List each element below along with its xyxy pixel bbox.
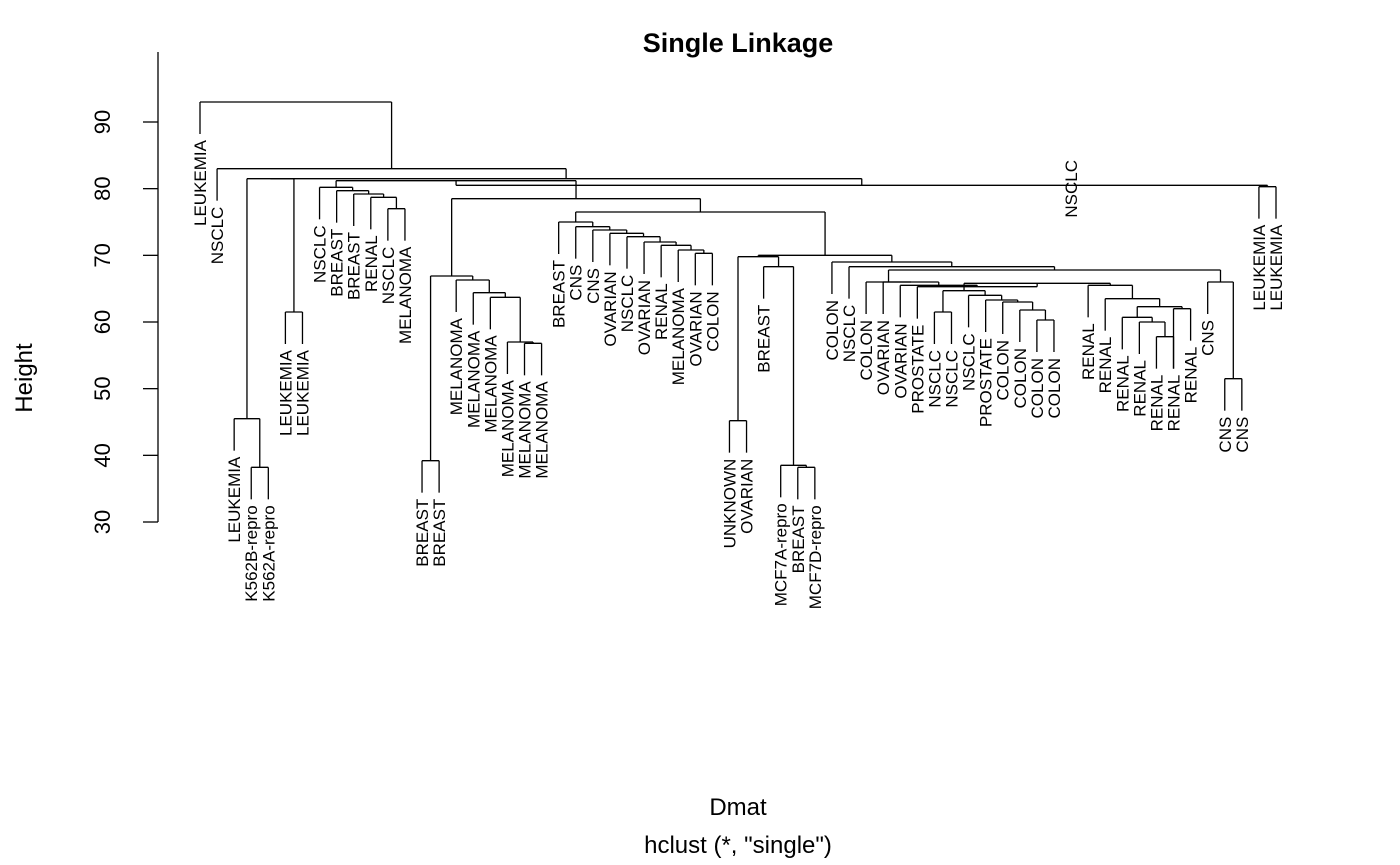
leaf-label: NSCLC (840, 305, 859, 363)
leaf-label: COLON (994, 340, 1013, 400)
leaf-label: NSCLC (379, 247, 398, 305)
leaf-label: RENAL (1165, 375, 1184, 432)
leaf-label: MELANOMA (669, 287, 688, 385)
leaf-label: COLON (823, 300, 842, 360)
leaf-label: RENAL (1079, 323, 1098, 380)
y-tick-label: 30 (90, 510, 115, 534)
leaf-label: RENAL (1096, 337, 1115, 394)
leaf-label: COLON (703, 291, 722, 351)
dendrogram-links (199, 101, 1277, 500)
leaf-label: MELANOMA (516, 381, 535, 479)
leaf-label: LEUKEMIA (1267, 224, 1286, 311)
leaf-label: OVARIAN (874, 320, 893, 395)
leaf-label: LEUKEMIA (1250, 224, 1269, 311)
leaf-label: OVARIAN (891, 323, 910, 398)
leaf-labels: LEUKEMIANSCLCLEUKEMIAK562B-reproK562A-re… (191, 139, 1286, 609)
leaf-label: BREAST (413, 499, 432, 567)
leaf-label: RENAL (1130, 360, 1149, 417)
leaf-label: MELANOMA (498, 379, 517, 477)
leaf-label: K562A-repro (259, 505, 278, 601)
leaf-label: OVARIAN (686, 291, 705, 366)
leaf-label: RENAL (362, 235, 381, 292)
leaf-label: BREAST (789, 505, 808, 573)
leaf-label: PROSTATE (908, 325, 927, 414)
leaf-label: COLON (1045, 358, 1064, 418)
leaf-label: OVARIAN (738, 459, 757, 534)
leaf-label: MCF7D-repro (806, 505, 825, 609)
leaf-label: NSCLC (960, 333, 979, 391)
leaf-label: NSCLC (1062, 160, 1081, 218)
leaf-label: K562B-repro (242, 505, 261, 601)
leaf-label: RENAL (1182, 347, 1201, 404)
x-axis-title: Dmat (709, 794, 767, 821)
leaf-label: NSCLC (925, 350, 944, 408)
y-axis-title: Height (11, 343, 38, 413)
y-tick-label: 90 (90, 110, 115, 134)
leaf-label: NSCLC (311, 225, 330, 283)
leaf-label: LEUKEMIA (293, 349, 312, 436)
leaf-label: NSCLC (942, 350, 961, 408)
leaf-label: CNS (1199, 320, 1218, 356)
leaf-label: BREAST (430, 499, 449, 567)
leaf-label: OVARIAN (635, 280, 654, 355)
leaf-label: NSCLC (618, 275, 637, 333)
leaf-label: RENAL (652, 283, 671, 340)
leaf-label: OVARIAN (601, 271, 620, 346)
leaf-label: CNS (584, 268, 603, 304)
leaf-label: CNS (1233, 417, 1252, 453)
leaf-label: MELANOMA (481, 335, 500, 433)
leaf-label: NSCLC (208, 207, 227, 265)
leaf-label: LEUKEMIA (191, 139, 210, 226)
leaf-label: COLON (1011, 348, 1030, 408)
leaf-label: RENAL (1147, 375, 1166, 432)
leaf-label: MELANOMA (447, 317, 466, 415)
y-axis: 30 40 50 60 70 80 90 (90, 52, 159, 534)
leaf-label: BREAST (550, 260, 569, 328)
y-tick-label: 80 (90, 176, 115, 200)
y-tick-label: 70 (90, 243, 115, 267)
leaf-label: BREAST (328, 229, 347, 297)
leaf-label: RENAL (1113, 355, 1132, 412)
leaf-label: COLON (1028, 358, 1047, 418)
leaf-label: COLON (857, 320, 876, 380)
leaf-label: PROSTATE (977, 338, 996, 427)
leaf-label: LEUKEMIA (225, 456, 244, 543)
leaf-label: MCF7A-repro (772, 503, 791, 606)
leaf-label: LEUKEMIA (276, 349, 295, 436)
method-subtitle: hclust (*, "single") (644, 832, 832, 859)
leaf-label: MELANOMA (533, 381, 552, 479)
y-tick-label: 50 (90, 376, 115, 400)
leaf-label: MELANOMA (464, 330, 483, 428)
leaf-label: UNKNOWN (720, 459, 739, 549)
chart-title: Single Linkage (643, 28, 834, 58)
y-tick-label: 40 (90, 443, 115, 467)
y-tick-label: 60 (90, 310, 115, 334)
leaf-label: BREAST (755, 305, 774, 373)
leaf-label: CNS (1216, 417, 1235, 453)
leaf-label: BREAST (345, 232, 364, 300)
leaf-label: CNS (567, 265, 586, 301)
leaf-label: MELANOMA (396, 246, 415, 344)
